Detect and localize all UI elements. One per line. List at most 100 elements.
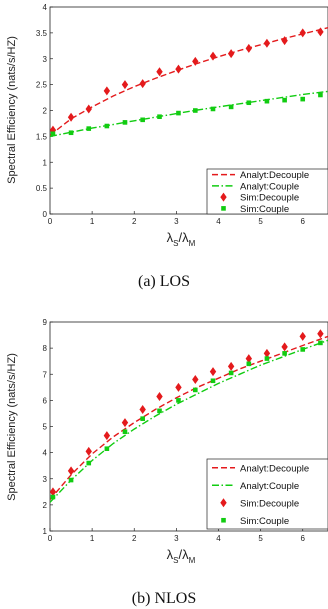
y-tick-label: 0: [43, 210, 48, 219]
data-point-square: [246, 100, 252, 106]
series-line-analyt-couple: [50, 90, 328, 138]
legend-label: Analyt:Decouple: [240, 463, 309, 474]
data-point-square: [193, 387, 198, 393]
data-point-square: [86, 460, 92, 466]
data-point-diamond: [67, 112, 75, 122]
y-tick-label: 7: [43, 370, 48, 379]
legend-label: Analyt:Couple: [240, 481, 299, 492]
data-layer: [50, 329, 328, 503]
data-point-square: [264, 356, 270, 361]
legend-swatch-diamond: [220, 192, 227, 202]
x-axis-label-part: M: [189, 239, 196, 248]
data-point-square: [104, 446, 110, 452]
data-point-square: [140, 117, 145, 123]
data-point-square: [86, 126, 92, 131]
x-tick-label: 4: [216, 217, 221, 226]
y-tick-label: 2.5: [36, 81, 48, 90]
legend-label: Sim:Couple: [240, 516, 289, 527]
data-point-diamond: [50, 487, 57, 497]
x-axis-label-part: /λ: [179, 230, 190, 245]
legend-swatch-square: [221, 517, 226, 523]
data-point-square: [193, 108, 198, 113]
legend: Analyt:DecoupleAnalyt:CoupleSim:Decouple…: [206, 168, 328, 215]
data-point-square: [300, 347, 306, 352]
data-point-square: [50, 131, 56, 137]
figure-caption: (a) LOS: [138, 273, 190, 290]
data-point-square: [264, 98, 270, 104]
y-tick-label: 1.5: [36, 132, 48, 141]
legend-label: Analyt:Decouple: [240, 170, 309, 181]
y-axis-label: Spectral Efficiency (nats/s/HZ): [6, 36, 18, 184]
legend-box: [206, 458, 328, 530]
data-point-square: [50, 494, 56, 500]
data-point-square: [300, 96, 306, 102]
x-tick-label: 0: [48, 534, 53, 543]
y-tick-label: 5: [43, 423, 48, 432]
data-point-diamond: [245, 354, 253, 364]
data-point-diamond: [192, 374, 199, 384]
data-point-diamond: [281, 342, 288, 352]
legend-swatch-square: [221, 206, 226, 211]
data-point-diamond: [175, 64, 182, 74]
data-point-square: [176, 110, 181, 116]
chart-panel-1: 0 0.5 1 1.5 2 2.5 3 3.5 4 0 1 2 3 4 5 6 Analyt:DecoupleA…: [6, 3, 328, 290]
data-point-diamond: [85, 446, 92, 456]
data-point-square: [282, 97, 287, 103]
data-point-diamond: [317, 329, 324, 339]
x-tick-label: 3: [174, 534, 179, 543]
data-point-square: [228, 370, 234, 376]
figure-caption: (b) NLOS: [132, 590, 196, 607]
y-tick-label: 3.5: [36, 29, 48, 38]
data-point-diamond: [85, 104, 92, 114]
x-tick-label: 5: [258, 534, 263, 543]
x-axis-label-part: S: [173, 239, 178, 248]
data-point-diamond: [103, 86, 111, 96]
data-point-square: [210, 378, 216, 384]
x-tick-label: 1: [90, 534, 95, 543]
data-point-diamond: [299, 28, 306, 38]
y-tick-label: 8: [43, 344, 48, 353]
y-axis-label: Spectral Efficiency (nats/s/HZ): [6, 353, 18, 501]
data-point-diamond: [245, 43, 253, 53]
data-point-square: [157, 114, 162, 120]
series-line-analyt-couple: [50, 339, 328, 503]
data-point-square: [122, 120, 128, 125]
y-tick-label: 2: [43, 107, 48, 116]
data-point-square: [140, 416, 145, 421]
x-axis-label-part: M: [189, 556, 196, 565]
x-axis-label-part: λ: [167, 230, 174, 245]
data-point-square: [157, 408, 162, 414]
x-tick-label: 3: [174, 217, 179, 226]
legend-label: Sim:Decouple: [240, 498, 299, 509]
data-point-square: [318, 340, 323, 346]
data-point-diamond: [263, 38, 271, 48]
x-tick-label: 2: [132, 534, 137, 543]
y-tick-label: 4: [43, 449, 48, 458]
data-point-square: [228, 104, 234, 110]
legend-box: [206, 168, 328, 215]
x-axis-label-part: λ: [167, 547, 174, 562]
x-tick-label: 5: [258, 217, 263, 226]
y-tick-label: 3: [43, 55, 48, 64]
legend-swatch-diamond: [220, 498, 227, 508]
data-point-diamond: [67, 466, 75, 476]
data-point-square: [122, 429, 128, 435]
data-point-square: [68, 130, 74, 136]
x-tick-label: 6: [301, 534, 306, 543]
data-point-square: [210, 106, 216, 112]
data-point-square: [318, 92, 323, 98]
data-point-square: [68, 477, 74, 483]
data-point-diamond: [299, 331, 306, 341]
data-point-diamond: [227, 49, 235, 59]
legend-label: Sim:Couple: [240, 204, 289, 215]
x-tick-label: 4: [216, 534, 221, 543]
data-point-diamond: [209, 367, 217, 377]
y-tick-label: 1: [43, 527, 48, 536]
x-tick-label: 6: [301, 217, 306, 226]
data-point-diamond: [121, 418, 129, 428]
data-point-diamond: [139, 79, 146, 89]
data-point-diamond: [121, 80, 129, 90]
x-axis-label: λS/λM: [167, 230, 196, 248]
